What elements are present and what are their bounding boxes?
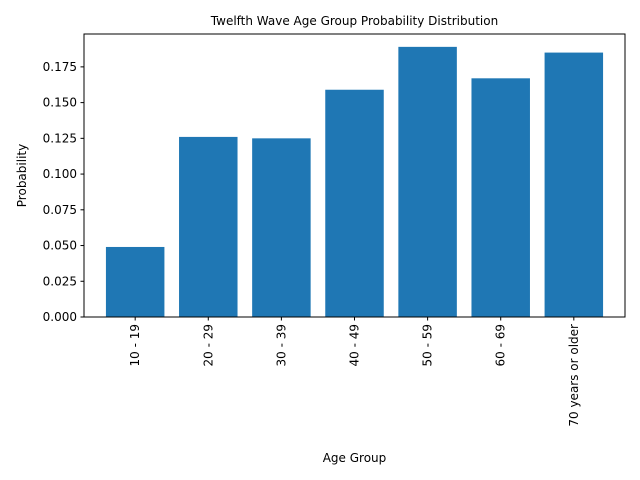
bar-5 xyxy=(471,78,530,317)
y-tick-label-7: 0.175 xyxy=(43,60,77,74)
y-tick-label-4: 0.100 xyxy=(43,167,77,181)
y-tick-label-3: 0.075 xyxy=(43,203,77,217)
bar-0 xyxy=(105,246,165,317)
y-tick-label-6: 0.150 xyxy=(43,96,77,110)
bars-group xyxy=(105,46,604,318)
bar-3 xyxy=(325,89,384,318)
bar-4 xyxy=(398,46,457,318)
x-tick-label-1: 20 - 29 xyxy=(201,324,215,367)
bar-6 xyxy=(544,52,604,317)
x-tick-label-5: 60 - 69 xyxy=(494,324,508,367)
x-tick-label-3: 40 - 49 xyxy=(348,324,362,367)
x-tick-label-0: 10 - 19 xyxy=(128,324,142,367)
x-tick-label-2: 30 - 39 xyxy=(274,324,288,367)
x-axis: 10 - 19 20 - 29 30 - 39 40 - 49 50 - 59 60 - … xyxy=(128,317,581,427)
bar-1 xyxy=(179,136,238,317)
y-axis: 0.000 0.025 0.050 0.075 0.100 0.125 0.150 0.175 xyxy=(43,60,84,324)
x-tick-label-4: 50 - 59 xyxy=(421,324,435,367)
chart-title: Twelfth Wave Age Group Probability Distr… xyxy=(210,14,498,28)
y-tick-label-0: 0.000 xyxy=(43,310,77,324)
y-tick-label-5: 0.125 xyxy=(43,131,77,145)
y-axis-label: Probability xyxy=(15,144,29,207)
bar-2 xyxy=(252,138,311,317)
plot-frame xyxy=(83,33,626,318)
y-tick-label-2: 0.050 xyxy=(43,239,77,253)
y-tick-label-1: 0.025 xyxy=(43,274,77,288)
x-tick-label-6: 70 years or older xyxy=(567,324,581,427)
x-axis-label: Age Group xyxy=(323,451,387,465)
